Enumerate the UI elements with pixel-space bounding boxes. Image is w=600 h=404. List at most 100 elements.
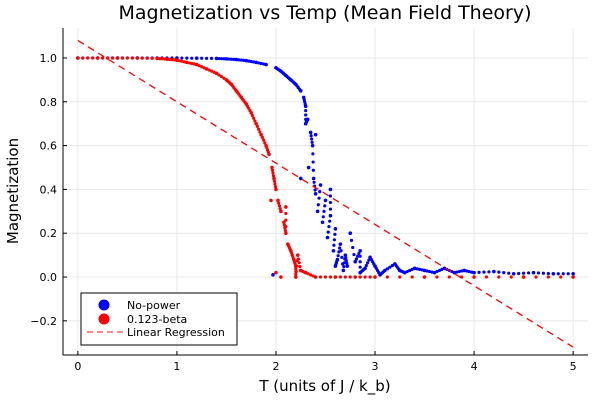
- data-point-interp: [420, 268, 424, 272]
- data-point-no-power: [264, 62, 268, 67]
- data-point-interp: [292, 81, 297, 85]
- data-point-interp: [105, 56, 110, 60]
- data-point-beta: [95, 56, 100, 60]
- data-point-interp: [435, 275, 439, 279]
- data-point-beta: [76, 56, 80, 60]
- data-point-interp: [405, 269, 409, 274]
- data-point-interp: [272, 179, 277, 183]
- data-point-interp: [318, 190, 322, 194]
- data-point-beta: [422, 275, 427, 279]
- data-point-interp: [484, 275, 489, 279]
- data-point-interp: [342, 265, 346, 269]
- data-point-interp: [172, 58, 177, 62]
- data-point-interp: [382, 269, 386, 274]
- data-point-interp: [425, 269, 429, 273]
- data-point-interp: [212, 70, 216, 74]
- data-point-interp: [190, 56, 194, 60]
- data-point-interp: [243, 100, 247, 104]
- data-point-interp: [217, 56, 221, 61]
- data-point-interp: [362, 267, 366, 271]
- data-point-interp: [460, 269, 464, 273]
- data-point-beta: [270, 165, 274, 170]
- legend-label-beta: 0.123-beta: [127, 313, 187, 326]
- data-point-interp: [351, 245, 355, 250]
- data-point-interp: [250, 113, 255, 118]
- data-point-interp: [91, 56, 95, 60]
- y-tick-label: 0.6: [40, 140, 58, 153]
- data-point-interp: [222, 76, 226, 80]
- data-point-no-power: [358, 248, 362, 253]
- data-point-no-power: [328, 187, 333, 192]
- data-point-interp: [305, 118, 309, 123]
- data-point-interp: [457, 269, 461, 274]
- data-point-interp: [277, 201, 281, 205]
- data-point-interp: [157, 57, 162, 61]
- data-point-interp: [536, 271, 541, 275]
- data-point-interp: [255, 124, 259, 129]
- data-point-interp: [502, 271, 506, 275]
- data-point-no-power: [254, 60, 258, 65]
- data-point-interp: [130, 56, 134, 60]
- data-point-interp: [326, 230, 330, 234]
- data-point-interp: [304, 113, 308, 117]
- data-point-interp: [354, 257, 359, 261]
- data-point-interp: [322, 209, 326, 213]
- data-point-interp: [202, 66, 206, 70]
- data-point-beta: [472, 275, 476, 279]
- data-point-interp: [252, 60, 256, 64]
- data-point-interp: [101, 56, 105, 60]
- data-point-interp: [187, 61, 191, 65]
- data-point-interp: [509, 275, 513, 279]
- data-point-interp: [332, 243, 336, 247]
- data-point-beta: [353, 275, 358, 279]
- x-tick-label: 2: [272, 360, 279, 373]
- data-point-interp: [260, 135, 264, 140]
- data-point-no-power: [492, 269, 496, 274]
- data-point-interp: [86, 56, 90, 60]
- data-point-interp: [401, 270, 406, 274]
- data-point-interp: [497, 270, 501, 274]
- data-point-interp: [177, 59, 181, 63]
- data-point-interp: [253, 119, 257, 123]
- data-point-no-power: [353, 259, 358, 264]
- data-point-interp: [257, 127, 261, 131]
- data-point-interp: [217, 73, 221, 77]
- data-point-interp: [333, 232, 337, 236]
- data-point-interp: [343, 275, 347, 279]
- data-point-interp: [316, 203, 320, 207]
- data-point-interp: [410, 275, 414, 279]
- data-point-beta: [279, 209, 283, 214]
- x-tick-label: 5: [570, 360, 577, 373]
- data-point-interp: [328, 219, 332, 223]
- data-point-interp: [219, 57, 224, 61]
- plot-marks: [76, 39, 575, 348]
- data-point-interp: [390, 263, 394, 268]
- data-point-beta: [521, 275, 526, 279]
- data-point-interp: [167, 57, 172, 61]
- data-point-interp: [465, 269, 469, 273]
- data-point-interp: [261, 62, 266, 66]
- data-point-interp: [81, 56, 85, 60]
- data-point-interp: [227, 57, 231, 61]
- data-point-interp: [284, 225, 288, 229]
- data-point-no-power: [328, 213, 333, 218]
- data-point-interp: [559, 275, 563, 279]
- data-point-interp: [249, 59, 253, 64]
- data-point-interp: [284, 211, 288, 216]
- data-point-beta: [259, 132, 263, 137]
- x-tick-label: 4: [471, 360, 478, 373]
- data-point-interp: [358, 265, 362, 269]
- data-point-interp: [342, 261, 346, 265]
- data-point-beta: [254, 121, 258, 126]
- data-point-interp: [125, 56, 129, 60]
- data-point-interp: [242, 58, 246, 62]
- data-point-interp: [209, 56, 214, 60]
- data-point-beta: [293, 275, 298, 279]
- data-point-interp: [311, 168, 315, 172]
- data-point-interp: [182, 60, 186, 64]
- data-point-no-power: [331, 248, 336, 253]
- data-point-interp: [357, 251, 361, 256]
- data-point-no-power: [338, 242, 343, 246]
- data-point-interp: [321, 215, 325, 219]
- data-point-interp: [332, 238, 337, 242]
